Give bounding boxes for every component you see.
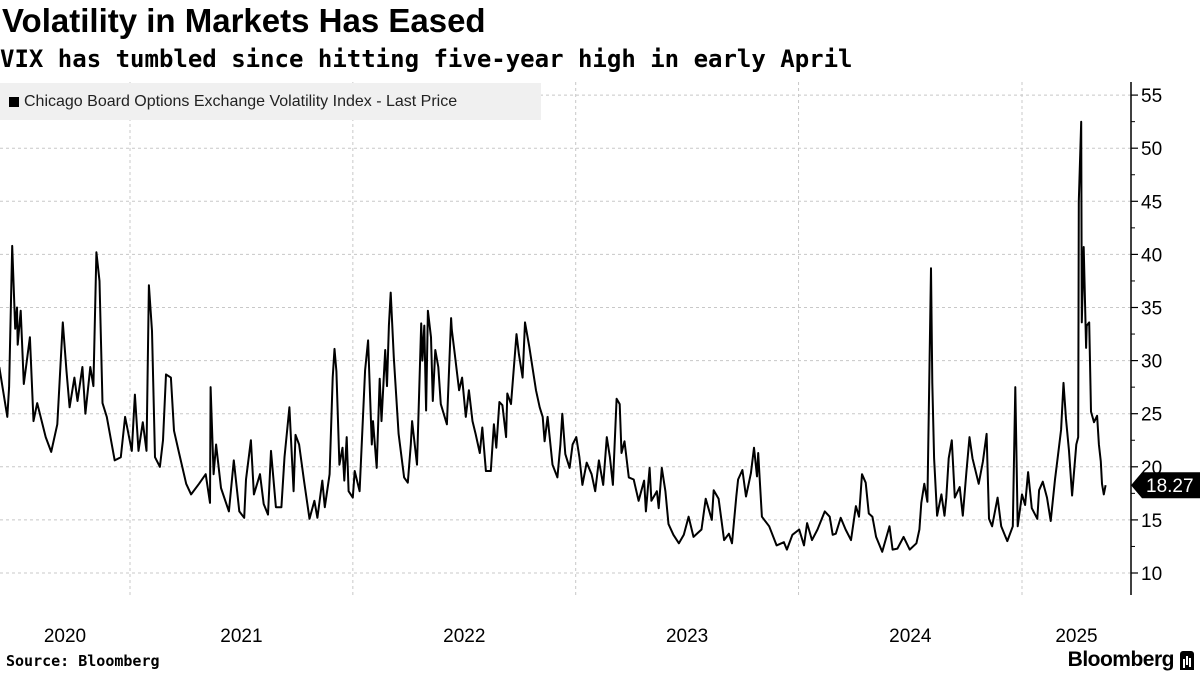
last-price-tag-shape [1131,472,1200,499]
y-tick-label: 45 [1141,192,1162,213]
source-note: Source: Bloomberg [6,652,160,670]
series-line-vix [0,120,1107,553]
legend: Chicago Board Options Exchange Volatilit… [0,83,541,120]
legend-label: Chicago Board Options Exchange Volatilit… [24,92,458,110]
y-tick-label: 10 [1141,564,1162,585]
gridlines [0,82,1131,595]
x-tick-label: 2020 [44,626,86,647]
bloomberg-logo: Bloomberg [1067,648,1175,671]
y-tick-label: 40 [1141,245,1162,266]
x-tick-label: 2024 [889,626,932,647]
y-tick-label: 15 [1141,511,1162,532]
bloomberg-terminal-icon [1180,651,1194,670]
y-tick-label: 55 [1141,86,1162,107]
y-tick-label: 50 [1141,139,1162,160]
x-axis: 2020 2021 2022 2023 2024 2025 [44,626,1098,647]
last-price-value: 18.27 [1146,476,1194,497]
legend-swatch [9,96,19,107]
x-tick-label: 2021 [220,626,262,647]
last-price-tag: 18.27 [1131,472,1200,499]
x-tick-label: 2025 [1055,626,1097,647]
chart-subtitle: VIX has tumbled since hitting five-year … [0,45,853,73]
y-tick-label: 35 [1141,299,1162,320]
chart-title: Volatility in Markets Has Eased [2,2,486,39]
x-tick-label: 2022 [443,626,485,647]
x-tick-label: 2023 [666,626,708,647]
y-tick-label: 25 [1141,405,1162,426]
y-tick-label: 30 [1141,352,1162,373]
